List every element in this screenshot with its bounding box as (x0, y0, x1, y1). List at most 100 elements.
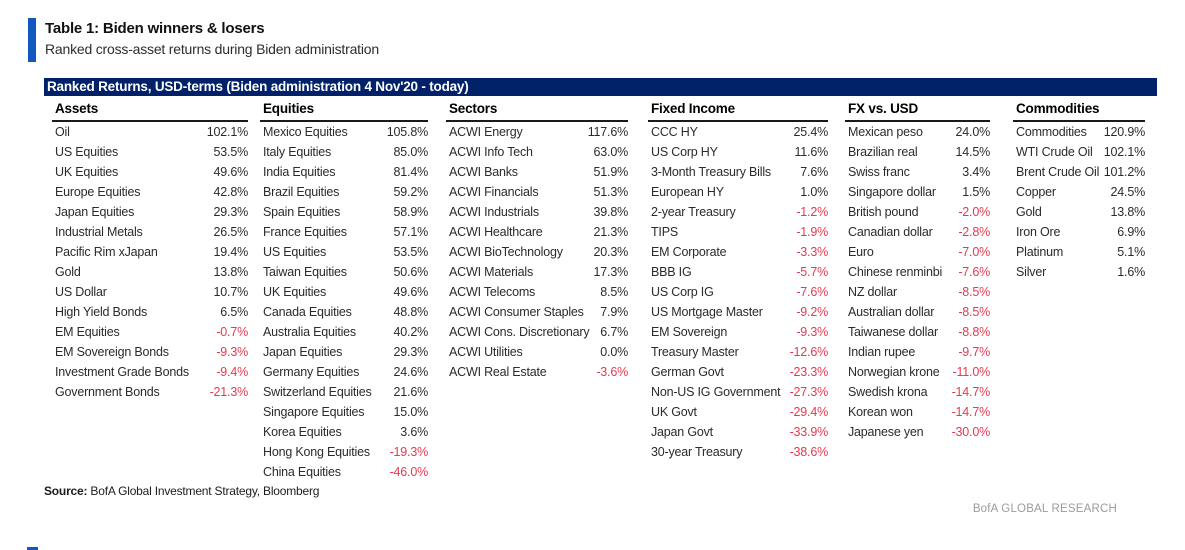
asset-label: Brazilian real (848, 145, 918, 159)
asset-return-value: 29.3% (393, 345, 429, 359)
table-row: Germany Equities 24.6% (260, 362, 428, 382)
asset-return-value: 13.8% (213, 265, 249, 279)
asset-return-value: 29.3% (213, 205, 249, 219)
asset-return-value: 42.8% (213, 185, 249, 199)
asset-return-value: 58.9% (393, 205, 429, 219)
asset-return-value: 102.1% (1103, 145, 1145, 159)
asset-label: Taiwan Equities (263, 265, 347, 279)
asset-return-value: 6.7% (600, 325, 628, 339)
table-row: Switzerland Equities 21.6% (260, 382, 428, 402)
asset-return-value: 15.0% (393, 405, 429, 419)
table-row: Taiwan Equities 50.6% (260, 262, 428, 282)
asset-return-value: 59.2% (393, 185, 429, 199)
asset-label: Industrial Metals (55, 225, 143, 239)
asset-label: India Equities (263, 165, 336, 179)
table-row: Indian rupee -9.7% (845, 342, 990, 362)
table-row: Taiwanese dollar -8.8% (845, 322, 990, 342)
asset-return-value: -1.9% (796, 225, 828, 239)
table-row: Euro -7.0% (845, 242, 990, 262)
asset-return-value: 7.6% (800, 165, 828, 179)
asset-return-value: -27.3% (789, 385, 829, 399)
table-row: EM Sovereign Bonds -9.3% (52, 342, 248, 362)
asset-label: NZ dollar (848, 285, 897, 299)
asset-label: EM Sovereign Bonds (55, 345, 169, 359)
asset-return-value: 26.5% (213, 225, 249, 239)
table-row: UK Equities 49.6% (260, 282, 428, 302)
asset-return-value: 53.5% (393, 245, 429, 259)
source-line: Source: BofA Global Investment Strategy,… (44, 484, 319, 498)
asset-return-value: -33.9% (789, 425, 829, 439)
asset-return-value: 81.4% (393, 165, 429, 179)
asset-label: Singapore Equities (263, 405, 365, 419)
asset-label: Spain Equities (263, 205, 341, 219)
table-row: EM Corporate -3.3% (648, 242, 828, 262)
table-row: Canada Equities 48.8% (260, 302, 428, 322)
asset-label: ACWI Banks (449, 165, 518, 179)
asset-label: Gold (55, 265, 81, 279)
table-row: Gold 13.8% (1013, 202, 1145, 222)
table-row: Chinese renminbi -7.6% (845, 262, 990, 282)
asset-label: Japan Equities (55, 205, 135, 219)
asset-return-value: 57.1% (393, 225, 429, 239)
asset-return-value: -9.3% (796, 325, 828, 339)
table-row: US Dollar 10.7% (52, 282, 248, 302)
bofa-global-research-brand: BofA GLOBAL RESEARCH (972, 503, 1117, 515)
asset-label: Brazil Equities (263, 185, 340, 199)
table-row: Oil 102.1% (52, 122, 248, 142)
asset-label: High Yield Bonds (55, 305, 148, 319)
table-row: ACWI Utilities 0.0% (446, 342, 628, 362)
table-row: US Mortgage Master -9.2% (648, 302, 828, 322)
asset-return-value: 63.0% (593, 145, 629, 159)
table-row: ACWI Info Tech 63.0% (446, 142, 628, 162)
table-row: Copper 24.5% (1013, 182, 1145, 202)
asset-return-value: 24.0% (955, 125, 991, 139)
asset-return-value: 1.5% (962, 185, 990, 199)
asset-label: EM Equities (55, 325, 120, 339)
asset-label: ACWI Materials (449, 265, 534, 279)
asset-return-value: 5.1% (1117, 245, 1145, 259)
table-row: US Corp HY 11.6% (648, 142, 828, 162)
table-row: UK Govt -29.4% (648, 402, 828, 422)
asset-return-value: -14.7% (951, 385, 991, 399)
asset-label: Platinum (1016, 245, 1064, 259)
table-row: ACWI Healthcare 21.3% (446, 222, 628, 242)
asset-label: Investment Grade Bonds (55, 365, 189, 379)
asset-label: Iron Ore (1016, 225, 1061, 239)
asset-label: EM Sovereign (651, 325, 728, 339)
asset-label: Government Bonds (55, 385, 160, 399)
asset-return-value: -1.2% (796, 205, 828, 219)
asset-label: CCC HY (651, 125, 698, 139)
asset-return-value: 1.6% (1117, 265, 1145, 279)
asset-label: ACWI Real Estate (449, 365, 547, 379)
asset-return-value: 13.8% (1110, 205, 1146, 219)
asset-return-value: -2.8% (958, 225, 990, 239)
table-row: EM Sovereign -9.3% (648, 322, 828, 342)
asset-return-value: -19.3% (389, 445, 429, 459)
asset-return-value: 21.6% (393, 385, 429, 399)
table-row: Singapore dollar 1.5% (845, 182, 990, 202)
asset-return-value: -8.5% (958, 305, 990, 319)
asset-label: Italy Equities (263, 145, 332, 159)
table-row: Brent Crude Oil 101.2% (1013, 162, 1145, 182)
table-row: 2-year Treasury -1.2% (648, 202, 828, 222)
table-row: ACWI Energy 117.6% (446, 122, 628, 142)
asset-return-value: 6.9% (1117, 225, 1145, 239)
asset-return-value: 51.3% (593, 185, 629, 199)
table-row: Japan Govt -33.9% (648, 422, 828, 442)
table-row: NZ dollar -8.5% (845, 282, 990, 302)
asset-return-value: -23.3% (789, 365, 829, 379)
asset-label: UK Equities (55, 165, 119, 179)
table-row: Spain Equities 58.9% (260, 202, 428, 222)
asset-label: British pound (848, 205, 919, 219)
asset-label: Commodities (1016, 125, 1087, 139)
asset-return-value: -9.3% (216, 345, 248, 359)
asset-return-value: -21.3% (209, 385, 249, 399)
asset-return-value: 50.6% (393, 265, 429, 279)
table-row: Japan Equities 29.3% (260, 342, 428, 362)
table-row: US Equities 53.5% (260, 242, 428, 262)
asset-label: France Equities (263, 225, 347, 239)
table-row: Japan Equities 29.3% (52, 202, 248, 222)
table-row: Canadian dollar -2.8% (845, 222, 990, 242)
asset-return-value: 105.8% (386, 125, 428, 139)
